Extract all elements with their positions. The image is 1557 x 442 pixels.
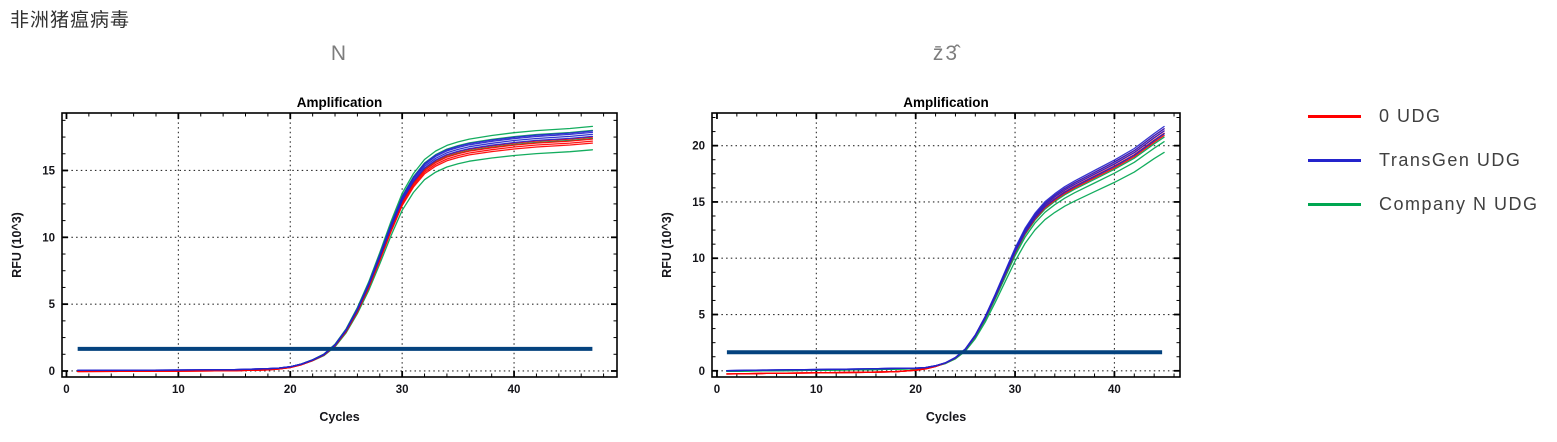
amplification-plot-left: N Amplification 0 10 20 30 40 0 5 10 15 Cycles RFU (…	[10, 42, 618, 424]
y-tick-label: 5	[699, 310, 706, 322]
plot-border	[711, 112, 1181, 378]
page-heading: 非洲猪瘟病毒	[10, 10, 131, 31]
x-tick-label: 10	[810, 384, 823, 396]
plot-border	[61, 112, 618, 378]
curve-company-n-udg	[77, 129, 594, 372]
x-tick-label: 0	[63, 384, 69, 396]
curve-transgen-udg	[726, 125, 1165, 372]
x-tick-label: 10	[172, 384, 185, 396]
curve-transgen-udg	[726, 128, 1165, 372]
curve-company-n-udg	[77, 149, 594, 372]
x-tick-label: 0	[714, 384, 720, 396]
curve-transgen-udg	[77, 133, 594, 372]
legend-line-blue	[1308, 158, 1361, 162]
y-tick-label: 15	[692, 197, 705, 209]
curve-0-udg	[726, 128, 1165, 375]
curve-0-udg	[726, 134, 1165, 375]
curve-transgen-udg	[77, 135, 594, 372]
curve-company-n-udg	[77, 137, 594, 372]
panel-label: N	[331, 42, 348, 65]
legend-line-red	[1308, 114, 1361, 118]
panel-label: z̄3̂	[933, 42, 961, 65]
y-tick-label: 0	[49, 366, 55, 378]
curve-transgen-udg	[726, 130, 1165, 372]
legend-line-green	[1308, 202, 1361, 206]
legend-item-company-n-udg: Company N UDG	[1308, 190, 1539, 218]
legend-label: TransGen UDG	[1379, 149, 1522, 170]
curve-transgen-udg	[77, 131, 594, 372]
x-tick-label: 20	[909, 384, 922, 396]
chart-title: Amplification	[903, 95, 989, 110]
legend-label: Company N UDG	[1379, 193, 1539, 214]
chart-title: Amplification	[297, 95, 383, 110]
x-tick-label: 30	[1009, 384, 1022, 396]
y-tick-label: 15	[42, 165, 55, 177]
y-tick-label: 10	[692, 253, 705, 265]
curve-transgen-udg	[726, 133, 1165, 372]
legend-label: 0 UDG	[1379, 105, 1442, 126]
curve-0-udg	[77, 138, 594, 373]
curve-transgen-udg	[77, 130, 594, 372]
curve-0-udg	[77, 140, 594, 373]
x-axis-title: Cycles	[926, 410, 966, 424]
x-tick-label: 40	[1108, 384, 1121, 396]
curve-company-n-udg	[726, 151, 1165, 372]
y-tick-label: 0	[699, 366, 705, 378]
x-tick-label: 40	[508, 384, 521, 396]
legend-item-transgen-udg: TransGen UDG	[1308, 146, 1539, 174]
x-tick-label: 20	[284, 384, 297, 396]
y-axis-title: RFU (10^3)	[660, 212, 674, 278]
legend-item-0-udg: 0 UDG	[1308, 102, 1539, 130]
x-axis-title: Cycles	[319, 410, 359, 424]
legend: 0 UDG TransGen UDG Company N UDG	[1308, 102, 1539, 234]
curve-0-udg	[77, 136, 594, 373]
curve-0-udg	[726, 132, 1165, 375]
curve-company-n-udg	[726, 133, 1165, 373]
curve-company-n-udg	[77, 125, 594, 372]
y-axis-title: RFU (10^3)	[10, 212, 24, 278]
curve-0-udg	[726, 130, 1165, 375]
x-tick-label: 30	[396, 384, 409, 396]
y-tick-label: 20	[692, 141, 705, 153]
amplification-plot-right: z̄3̂ Amplification 0 10 20 30 40 0 5 10 15 20 Cycles…	[660, 42, 1181, 424]
curve-0-udg	[77, 142, 594, 373]
y-tick-label: 10	[42, 232, 55, 244]
y-tick-label: 5	[49, 299, 56, 311]
